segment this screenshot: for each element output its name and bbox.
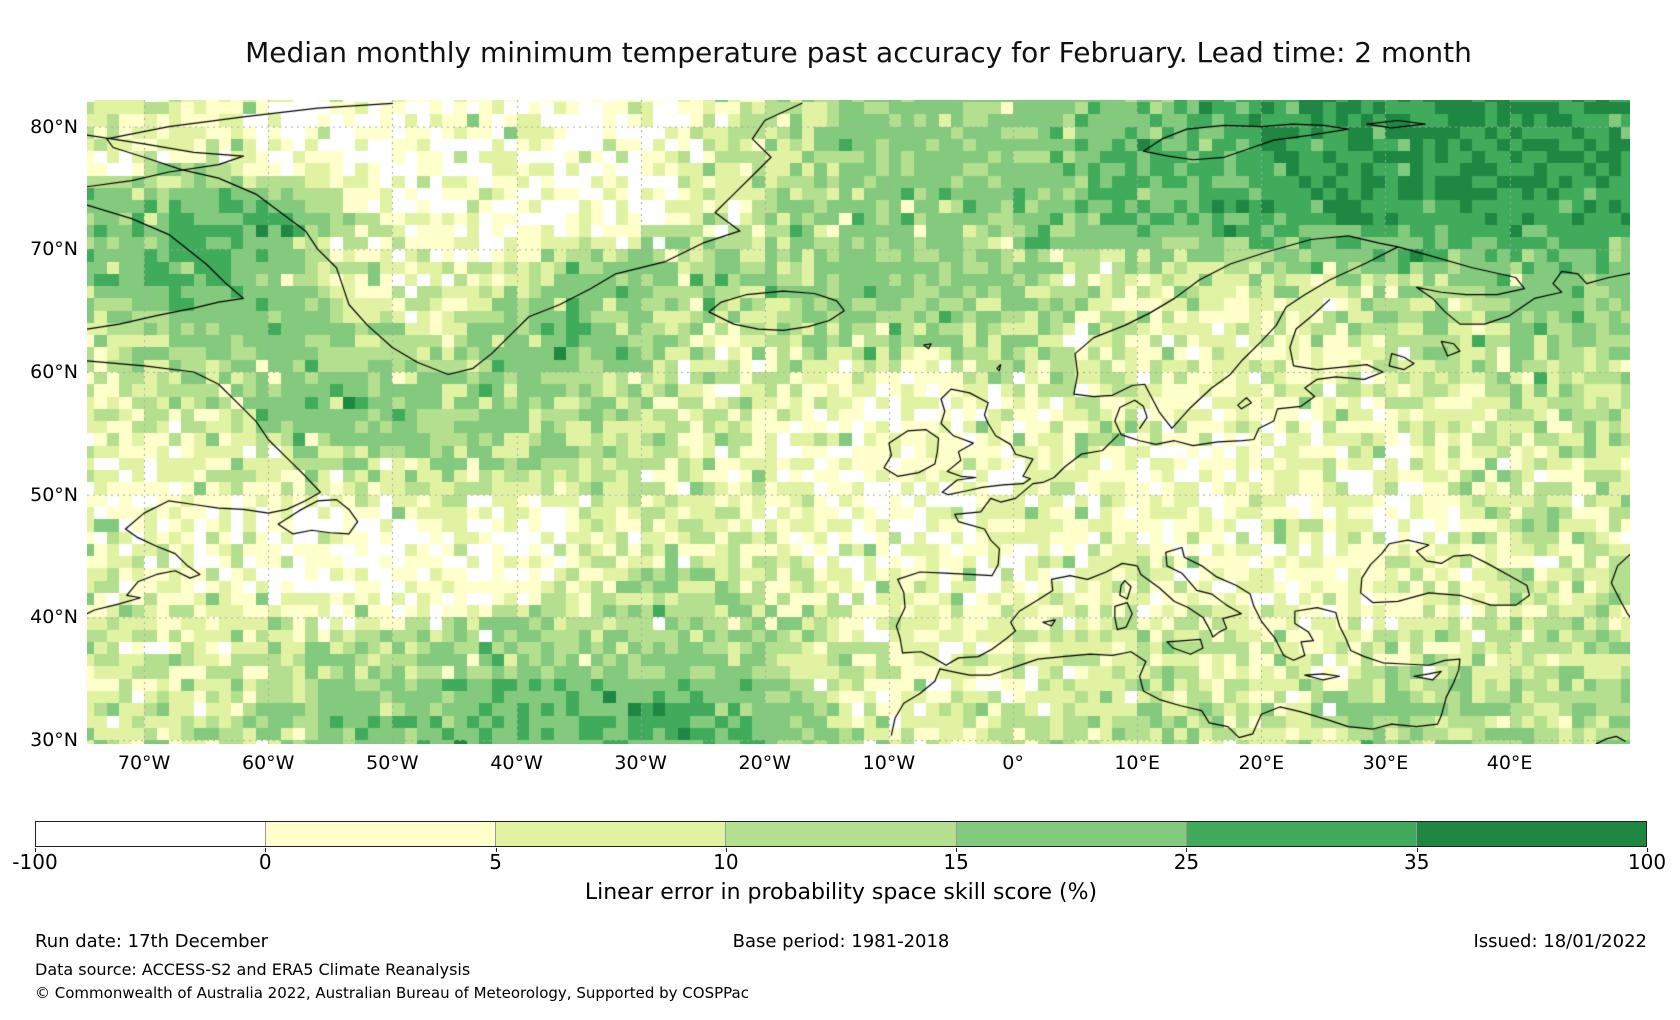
lon-tick-label: 20°W <box>738 752 791 774</box>
colorbar-tick-label: 15 <box>943 850 969 874</box>
colorbar-segment <box>265 822 496 846</box>
skill-score-map <box>87 100 1630 744</box>
colorbar-tick-label: 25 <box>1173 850 1200 874</box>
lat-tick-label: 70°N <box>30 238 78 261</box>
colorbar-label: Linear error in probability space skill … <box>584 880 1098 905</box>
copyright-text: © Commonwealth of Australia 2022, Austra… <box>35 984 749 1002</box>
colorbar-tick-label: 0 <box>258 850 272 874</box>
lon-tick-label: 50°W <box>366 752 419 774</box>
issued-text: Issued: 18/01/2022 <box>1473 931 1647 952</box>
colorbar-tick-label: 100 <box>1627 850 1667 874</box>
lon-tick-label: 30°E <box>1362 752 1409 774</box>
colorbar-segment <box>495 822 726 846</box>
colorbar-tick-label: -100 <box>12 850 58 874</box>
colorbar-tick-label: 5 <box>489 850 502 874</box>
lat-tick-label: 60°N <box>30 361 78 383</box>
colorbar-tick-mark <box>1647 848 1648 852</box>
lon-tick-label: 40°E <box>1486 752 1533 774</box>
colorbar-segment <box>36 822 266 846</box>
colorbar-tick-label: 10 <box>713 850 739 874</box>
colorbar-segment <box>725 822 956 846</box>
colorbar-segment <box>955 822 1186 846</box>
lon-tick-label: 0° <box>1002 752 1024 774</box>
colorbar-tick-mark <box>35 848 36 852</box>
colorbar-tick-mark <box>495 848 497 852</box>
colorbar-tick-mark <box>1186 848 1188 852</box>
lon-tick-label: 10°W <box>862 752 916 774</box>
colorbar-tick-mark <box>725 848 727 852</box>
lat-tick-label: 30°N <box>30 729 78 752</box>
lat-tick-label: 80°N <box>30 115 78 138</box>
lon-tick-label: 20°E <box>1238 752 1285 774</box>
colorbar-tick-mark <box>956 848 958 852</box>
data-source-text: Data source: ACCESS-S2 and ERA5 Climate … <box>35 960 471 979</box>
figure-title: Median monthly minimum temperature past … <box>245 36 1472 69</box>
lat-tick-label: 40°N <box>30 606 78 629</box>
colorbar-tick-mark <box>1416 848 1418 852</box>
lat-tick-label: 50°N <box>30 483 78 506</box>
colorbar-segment <box>1185 822 1416 846</box>
lon-tick-label: 40°W <box>490 752 543 774</box>
lon-tick-label: 10°E <box>1114 752 1161 774</box>
lon-tick-label: 60°W <box>242 752 295 774</box>
base-period-text: Base period: 1981-2018 <box>732 931 950 952</box>
colorbar <box>35 821 1647 847</box>
lon-tick-label: 70°W <box>117 752 171 774</box>
lon-tick-label: 30°W <box>614 752 667 774</box>
colorbar-segment <box>1415 822 1646 846</box>
colorbar-tick-mark <box>265 848 267 852</box>
run-date-text: Run date: 17th December <box>35 931 269 952</box>
colorbar-tick-label: 35 <box>1403 850 1430 874</box>
